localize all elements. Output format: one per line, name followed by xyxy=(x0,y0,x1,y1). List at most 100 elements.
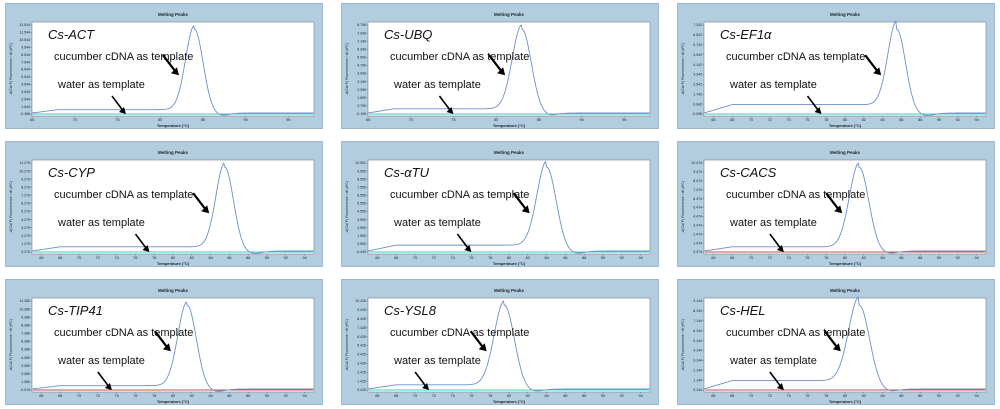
panel-title: Melting Peaks xyxy=(830,288,861,293)
x-tick-label: 88 xyxy=(582,256,586,260)
cdna-arrow-shaft xyxy=(823,330,839,349)
y-tick-label: 0.144 xyxy=(693,388,702,392)
x-tick-label: 72 xyxy=(768,394,772,398)
y-axis-label: -d(Cal F) Fluorescence / dt (d°C) xyxy=(345,181,349,233)
y-tick-label: 4.144 xyxy=(693,349,702,353)
water-arrow-head xyxy=(446,107,454,114)
x-tick-label: 68 xyxy=(394,394,398,398)
x-tick-label: 92 xyxy=(620,256,624,260)
x-tick-label: 86 xyxy=(227,394,231,398)
x-tick-label: 82 xyxy=(862,118,866,122)
x-tick-label: 78 xyxy=(824,118,828,122)
x-axis-label: Temperature (°C) xyxy=(493,399,526,404)
plot-area xyxy=(367,159,651,255)
x-axis-label: Temperature (°C) xyxy=(157,261,190,266)
y-tick-label: 4.474 xyxy=(693,215,702,219)
x-tick-label: 78 xyxy=(152,256,156,260)
x-tick-label: 94 xyxy=(974,394,978,398)
y-tick-label: 4.942 xyxy=(693,53,702,57)
x-tick-label: 75 xyxy=(115,118,119,122)
x-tick-label: 68 xyxy=(730,256,734,260)
y-tick-label: 1.742 xyxy=(693,92,702,96)
y-tick-label: 2.542 xyxy=(693,83,702,87)
cdna-template-curve xyxy=(31,162,314,254)
gene-label: Cs-EF1α xyxy=(720,27,772,42)
plot-area xyxy=(31,159,315,255)
y-tick-label: 5.544 xyxy=(21,75,30,79)
y-tick-label: 8.279 xyxy=(21,185,30,189)
x-tick-label: 95 xyxy=(286,118,290,122)
y-tick-label: 7.550 xyxy=(357,185,366,189)
y-tick-label: 6.550 xyxy=(357,194,366,198)
panel-title: Melting Peaks xyxy=(494,288,525,293)
y-tick-label: 0.550 xyxy=(357,242,366,246)
cdna-arrow-head xyxy=(201,205,210,214)
y-tick-label: 3.544 xyxy=(21,90,30,94)
y-tick-label: 7.544 xyxy=(21,60,30,64)
melting-peak-chart: Melting Peaks Temperature (°C) -d(Cal F) F… xyxy=(9,288,315,404)
x-tick-label: 90 xyxy=(265,394,269,398)
x-tick-label: 82 xyxy=(862,256,866,260)
y-tick-label: 6.399 xyxy=(357,47,366,51)
y-tick-label: -0.019 xyxy=(20,388,30,392)
x-tick-label: 86 xyxy=(899,394,903,398)
x-tick-label: 90 xyxy=(937,118,941,122)
x-tick-label: 86 xyxy=(899,256,903,260)
gene-label: Cs-αTU xyxy=(384,165,430,180)
y-tick-label: 4.279 xyxy=(21,218,30,222)
x-tick-label: 72 xyxy=(432,394,436,398)
y-tick-label: 9.550 xyxy=(357,169,366,173)
y-tick-label: 7.199 xyxy=(357,39,366,43)
x-tick-label: 72 xyxy=(432,256,436,260)
y-tick-label: 9.279 xyxy=(21,177,30,181)
y-tick-label: -0.199 xyxy=(356,112,366,116)
y-tick-label: -0.058 xyxy=(692,112,702,116)
y-tick-label: 0.474 xyxy=(693,250,702,254)
water-arrow-head xyxy=(776,245,784,252)
melting-peak-chart: Melting Peaks Temperature (°C) -d(Cal F) F… xyxy=(345,150,651,266)
x-tick-label: 82 xyxy=(862,394,866,398)
panel-title: Melting Peaks xyxy=(494,12,525,17)
y-tick-label: 4.142 xyxy=(693,63,702,67)
x-tick-label: 86 xyxy=(227,256,231,260)
y-tick-label: 7.380 xyxy=(21,332,30,336)
x-tick-label: 84 xyxy=(544,256,548,260)
y-tick-label: 8.544 xyxy=(21,53,30,57)
y-tick-label: 3.199 xyxy=(357,80,366,84)
x-tick-label: 90 xyxy=(601,256,605,260)
x-tick-label: 72 xyxy=(768,256,772,260)
x-axis-label: Temperature (°C) xyxy=(493,123,526,128)
y-tick-label: 4.425 xyxy=(357,353,366,357)
x-tick-label: 85 xyxy=(537,118,541,122)
cdna-annotation: cucumber cDNA as template xyxy=(54,327,193,339)
y-tick-label: 8.144 xyxy=(693,309,702,313)
water-arrow-head xyxy=(104,383,112,390)
water-annotation: water as template xyxy=(393,217,481,229)
x-tick-label: 68 xyxy=(730,118,734,122)
y-tick-label: 5.742 xyxy=(693,43,702,47)
x-tick-label: 95 xyxy=(622,118,626,122)
x-tick-label: 72 xyxy=(768,118,772,122)
x-tick-label: 80 xyxy=(843,118,847,122)
x-tick-label: 82 xyxy=(526,256,530,260)
y-tick-label: 10.551 xyxy=(355,161,366,165)
x-tick-label: 80 xyxy=(171,394,175,398)
cdna-arrow-shaft xyxy=(192,192,208,211)
y-tick-label: 6.279 xyxy=(21,202,30,206)
y-tick-label: 1.599 xyxy=(357,96,366,100)
x-tick-label: 65 xyxy=(366,118,370,122)
cdna-arrow-shaft xyxy=(162,54,177,73)
y-tick-label: 10.279 xyxy=(19,169,30,173)
x-tick-label: 74 xyxy=(786,394,790,398)
melting-peak-panel: Melting Peaks Temperature (°C) -d(Cal F) F… xyxy=(5,141,323,267)
cdna-annotation: cucumber cDNA as template xyxy=(726,327,865,339)
y-tick-label: 8.425 xyxy=(357,317,366,321)
y-tick-label: 4.799 xyxy=(357,64,366,68)
x-axis-label: Temperature (°C) xyxy=(829,261,862,266)
y-tick-label: 1.425 xyxy=(357,379,366,383)
x-tick-label: 80 xyxy=(843,256,847,260)
y-axis-label: -d(Cal F) Fluorescence / dt (d°C) xyxy=(9,181,13,233)
y-tick-label: 5.474 xyxy=(693,206,702,210)
water-arrow-head xyxy=(464,245,472,252)
cdna-template-curve xyxy=(367,300,650,392)
